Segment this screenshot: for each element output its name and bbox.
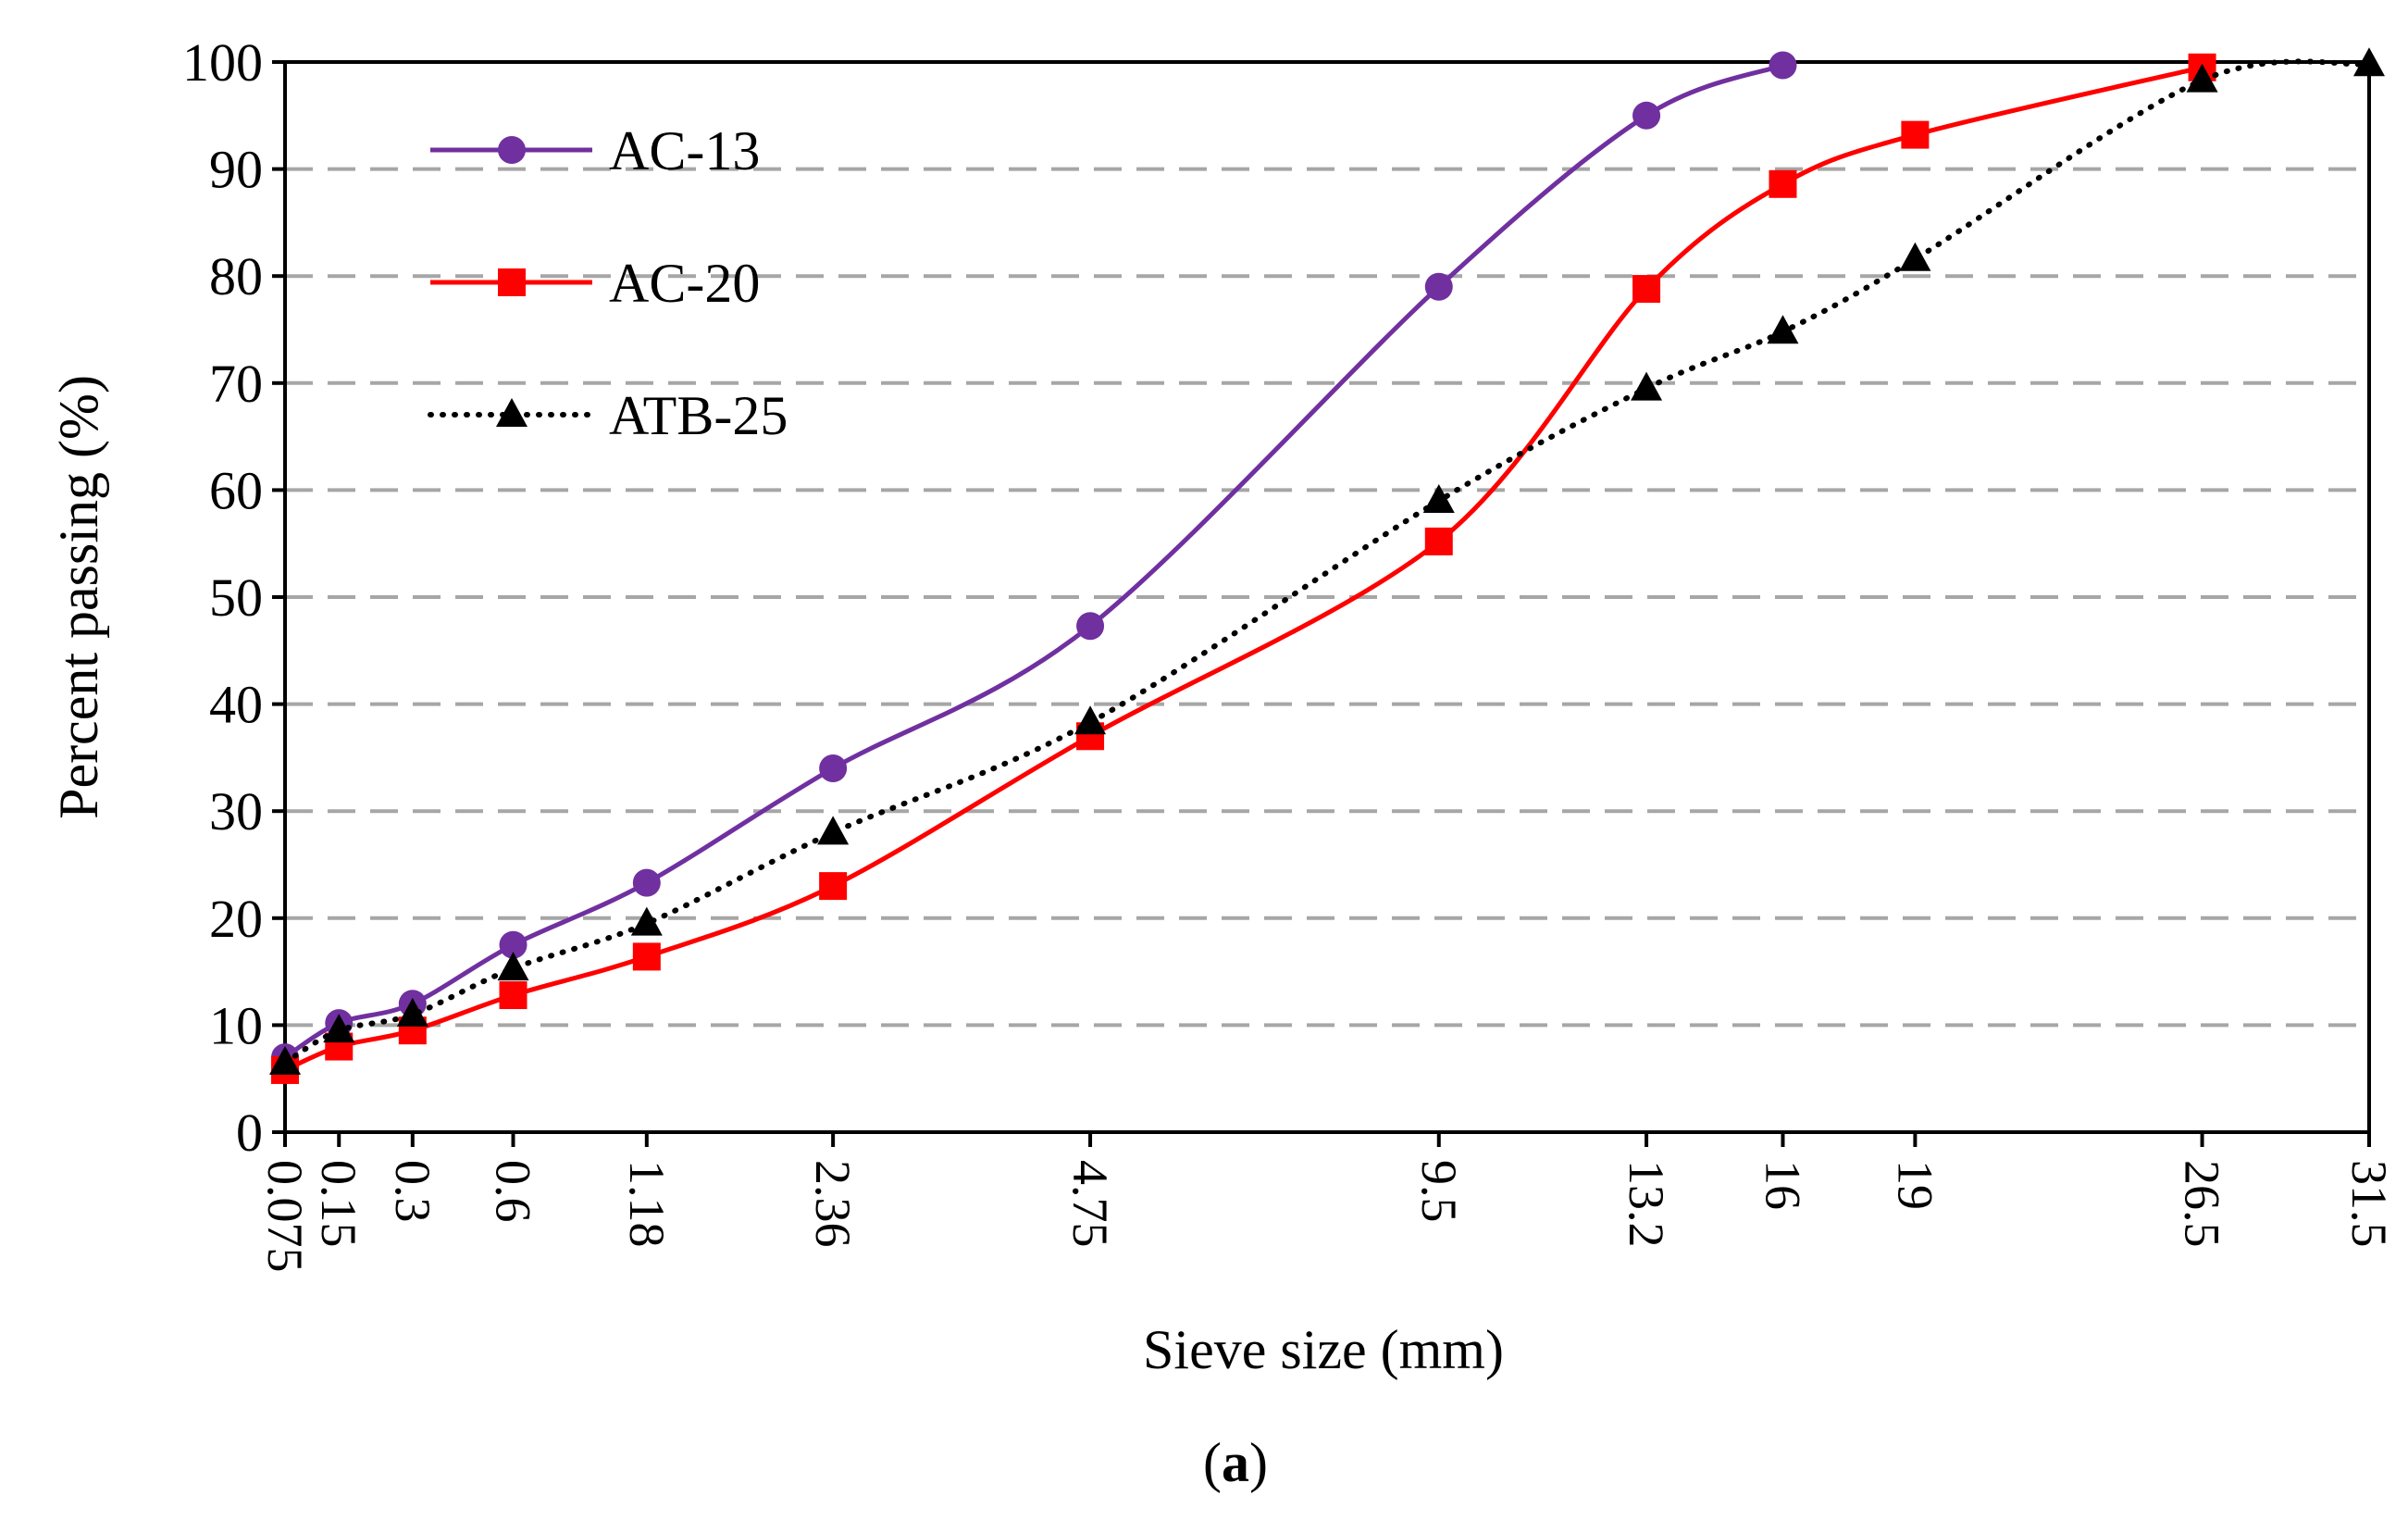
y-tick-label: 0 (236, 1103, 263, 1163)
data-point-ac-13 (1769, 51, 1797, 80)
legend-label-atb-25: ATB-25 (609, 385, 788, 446)
figure-caption: (a) (1203, 1432, 1268, 1493)
legend-item-ac-13: AC-13 (430, 120, 760, 181)
series-ac-20 (271, 53, 2216, 1084)
data-point-ac-20 (632, 942, 661, 971)
x-tick-label: 0.15 (311, 1160, 366, 1248)
y-tick-label: 70 (209, 354, 263, 414)
data-point-atb-25 (1422, 483, 1455, 513)
series-line-atb-25 (282, 58, 2372, 1066)
legend-marker-atb-25 (496, 398, 528, 427)
legend-item-ac-20: AC-20 (430, 253, 760, 314)
legend-marker-ac-13 (498, 136, 526, 164)
data-point-ac-20 (499, 981, 528, 1010)
x-tick-label: 0.3 (385, 1160, 441, 1223)
data-point-ac-20 (1632, 275, 1661, 304)
x-axis-title: Sieve size (mm) (1143, 1319, 1504, 1380)
data-point-atb-25 (630, 906, 663, 936)
y-tick-label: 80 (209, 246, 263, 306)
x-tick-label: 9.5 (1411, 1160, 1467, 1223)
data-point-atb-25 (396, 997, 428, 1027)
x-tick-label: 0.6 (486, 1160, 541, 1223)
data-point-atb-25 (1899, 242, 1931, 271)
y-tick-label: 30 (209, 781, 263, 841)
x-tick-label: 4.75 (1062, 1160, 1118, 1248)
y-tick-label: 50 (209, 567, 263, 628)
x-tick-label: 0.075 (257, 1160, 313, 1273)
data-point-atb-25 (497, 952, 529, 981)
data-point-ac-13 (632, 868, 661, 897)
data-point-atb-25 (2353, 47, 2385, 77)
data-point-atb-25 (1631, 371, 1663, 401)
data-point-ac-20 (1901, 120, 1930, 149)
caption-open-paren: ( (1203, 1432, 1222, 1493)
data-point-atb-25 (1074, 705, 1107, 735)
y-tick-label: 60 (209, 460, 263, 520)
caption-close-paren: ) (1249, 1432, 1268, 1493)
data-point-atb-25 (1767, 315, 1799, 344)
data-series (269, 47, 2385, 1084)
x-tick-label: 1.18 (619, 1160, 675, 1248)
series-atb-25 (269, 47, 2385, 1075)
y-tick-label: 90 (209, 140, 263, 200)
caption-label: a (1222, 1432, 1249, 1493)
legend-item-atb-25: ATB-25 (428, 385, 788, 446)
legend-label-ac-20: AC-20 (609, 253, 760, 314)
data-point-ac-13 (1076, 612, 1105, 641)
y-tick-label: 20 (209, 889, 263, 949)
data-point-atb-25 (269, 1045, 301, 1075)
data-point-ac-13 (1632, 101, 1661, 130)
data-point-ac-13 (819, 754, 848, 782)
y-axis-title: Percent passing (%) (48, 375, 109, 819)
series-line-ac-20 (283, 65, 2203, 1073)
x-tick-label: 2.36 (805, 1160, 861, 1248)
data-point-ac-20 (1769, 169, 1797, 198)
data-point-ac-13 (1424, 272, 1453, 301)
data-point-atb-25 (817, 816, 850, 845)
gridlines (285, 167, 2369, 1028)
data-point-atb-25 (323, 1014, 355, 1043)
x-tick-label: 19 (1887, 1160, 1943, 1210)
y-tick-label: 10 (209, 995, 263, 1055)
y-tick-label: 40 (209, 675, 263, 735)
data-point-ac-20 (819, 872, 848, 901)
y-tick-label: 100 (182, 32, 263, 93)
x-tick-label: 16 (1755, 1160, 1810, 1210)
data-point-atb-25 (2186, 63, 2218, 93)
legend: AC-13 AC-20 ATB-25 (428, 120, 788, 446)
x-tick-label: 31.5 (2341, 1160, 2397, 1248)
legend-label-ac-13: AC-13 (609, 120, 760, 181)
series-line-ac-13 (283, 63, 1784, 1060)
data-point-ac-13 (499, 930, 528, 959)
data-point-ac-20 (1424, 527, 1453, 555)
x-tick-label: 13.2 (1619, 1160, 1674, 1248)
legend-marker-ac-20 (498, 268, 526, 296)
x-tick-label: 26.5 (2175, 1160, 2230, 1248)
